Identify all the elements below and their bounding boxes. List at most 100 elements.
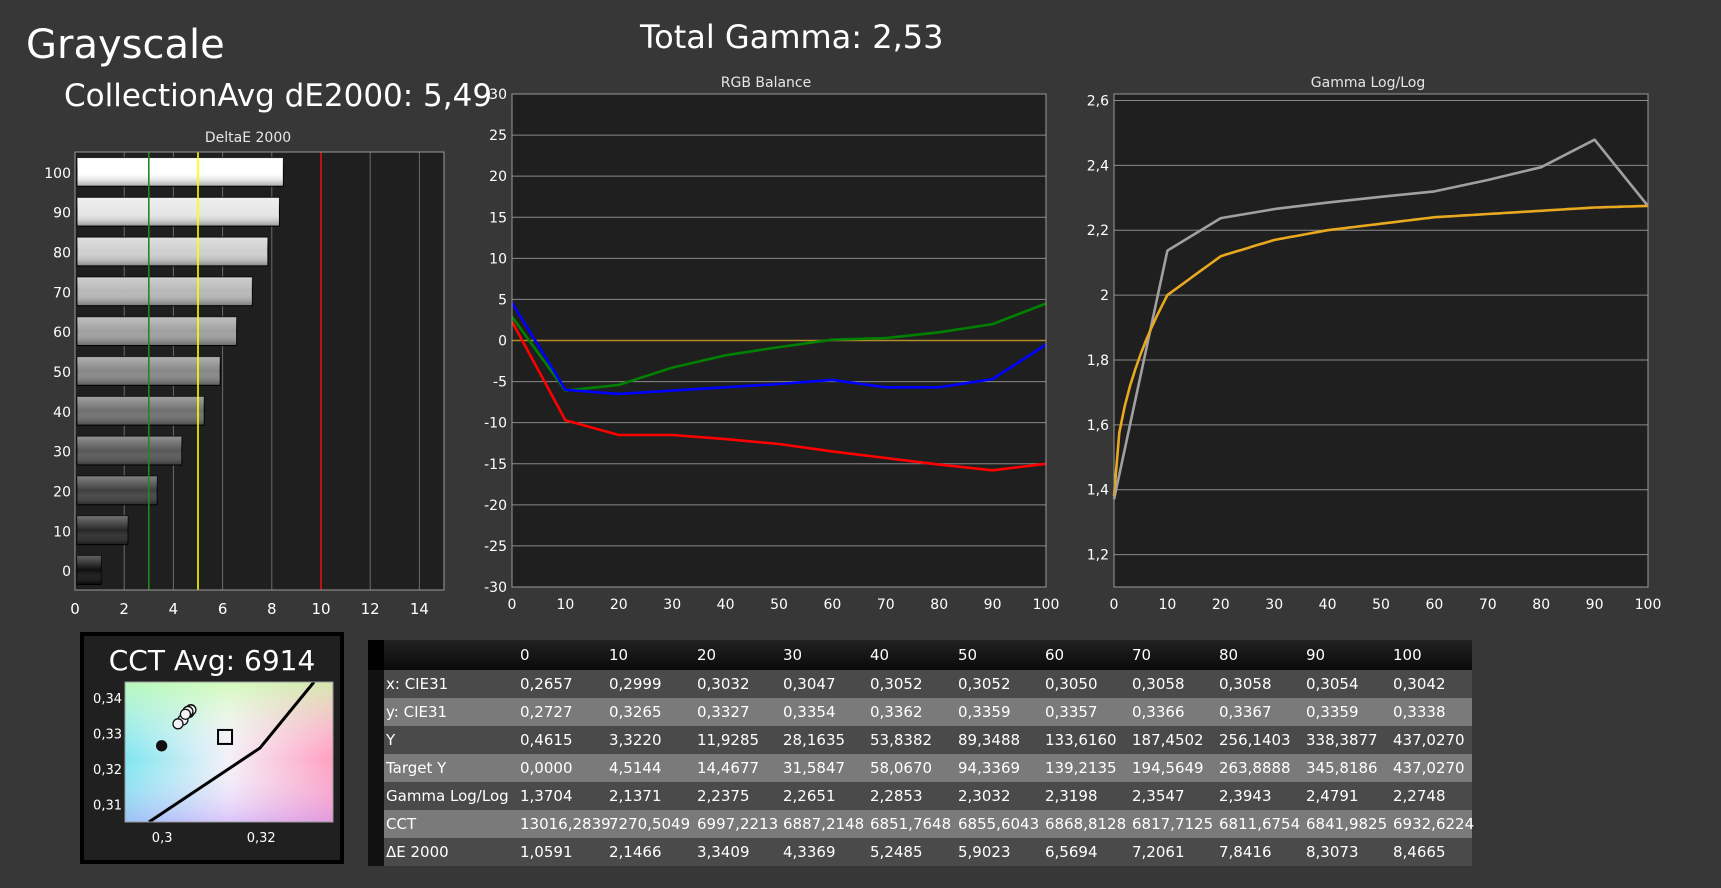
deltae-y-tick-label: 50 [53, 365, 71, 381]
table-cell: 8,4665 [1393, 843, 1446, 861]
table-cell: 5,2485 [870, 843, 923, 861]
cie-y-tick-label: 0,33 [93, 727, 122, 742]
gamma-x-tick-label: 40 [1319, 597, 1337, 613]
deltae-bar-shine [77, 316, 237, 346]
table-cell: 6841,9825 [1306, 815, 1388, 833]
table-row-label: Target Y [386, 759, 447, 777]
table-cell: 0,2999 [609, 675, 662, 693]
table-cell: 6855,6043 [958, 815, 1040, 833]
table-header-cell: 20 [697, 646, 717, 664]
table-cell: 1,0591 [520, 843, 573, 861]
deltae-y-tick-label: 20 [53, 484, 71, 500]
table-header-cell: 70 [1132, 646, 1152, 664]
table-cell: 2,1371 [609, 787, 662, 805]
rgb-y-tick-label: -10 [484, 416, 507, 432]
rgb-x-tick-label: 70 [877, 597, 895, 613]
deltae-x-tick-label: 12 [361, 600, 380, 616]
table-cell: 256,1403 [1219, 731, 1291, 749]
table-row-label: x: CIE31 [386, 675, 449, 693]
table-header-cell: 10 [609, 646, 629, 664]
rgb-series-line [510, 302, 1047, 396]
table-cell: 139,2135 [1045, 759, 1117, 777]
table-cell: 0,3050 [1045, 675, 1098, 693]
cie-y-tick-label: 0,31 [93, 798, 122, 813]
table-header-cell: 100 [1393, 646, 1422, 664]
table-cell: 6811,6754 [1219, 815, 1301, 833]
deltae-bar-shine [77, 396, 205, 426]
table-cell: 2,2748 [1393, 787, 1446, 805]
rgb-y-tick-label: -5 [493, 375, 507, 391]
rgb-x-tick-label: 40 [717, 597, 735, 613]
table-cell: 0,2727 [520, 703, 573, 721]
table-cell: 6,5694 [1045, 843, 1098, 861]
planckian-locus-line [148, 681, 316, 824]
table-header-cell: 80 [1219, 646, 1239, 664]
table-cell: 94,3369 [958, 759, 1021, 777]
table-row: x: CIE31 0,2657 0,2999 0,3032 0,3047 0,3052 0,… [368, 670, 1472, 698]
table-cell: 0,3042 [1393, 675, 1446, 693]
table-cell: 2,4791 [1306, 787, 1359, 805]
gamma-x-tick-label: 100 [1635, 597, 1662, 613]
gamma-plot-area [1114, 94, 1648, 587]
deltae-x-tick-label: 2 [119, 600, 129, 616]
gamma-x-tick-label: 70 [1479, 597, 1497, 613]
cie-target-marker [217, 728, 234, 745]
cie-point [179, 708, 192, 720]
table-cell: 0,0000 [520, 759, 573, 777]
gamma-x-tick-label: 50 [1372, 597, 1390, 613]
deltae-bar-shine [77, 237, 268, 266]
table-header-cell: 0 [520, 646, 530, 664]
deltae-bar-shine [77, 277, 253, 306]
collection-avg-label: CollectionAvg dE2000: 5,49 [64, 78, 493, 114]
table-cell: 0,3367 [1219, 703, 1272, 721]
table-cell: 0,3362 [870, 703, 923, 721]
table-cell: 0,2657 [520, 675, 573, 693]
rgb-x-tick-label: 60 [823, 597, 841, 613]
table-cell: 0,4615 [520, 731, 573, 749]
gamma-loglog-chart: Gamma Log/Log 2,6 2,4 2,2 2 1,8 1,6 1,4 1,2 0 10… [1087, 75, 1662, 613]
row-marker [368, 640, 384, 670]
gamma-y-tick-label: 2 [1100, 288, 1109, 304]
deltae-bar-shine [77, 157, 284, 187]
cct-avg-title: CCT Avg: 6914 [109, 644, 316, 677]
table-header-cell: 50 [958, 646, 978, 664]
table-cell: 0,3327 [697, 703, 750, 721]
rgb-x-tick-label: 100 [1033, 597, 1060, 613]
deltae-x-tick-label: 14 [410, 600, 429, 616]
table-cell: 187,4502 [1132, 731, 1204, 749]
table-cell: 0,3032 [697, 675, 750, 693]
gamma-x-tick-label: 80 [1532, 597, 1550, 613]
table-cell: 31,5847 [783, 759, 846, 777]
rgb-y-tick-label: 0 [498, 334, 507, 350]
table-header-cell: 60 [1045, 646, 1065, 664]
deltae-y-tick-label: 40 [53, 405, 71, 421]
table-cell: 4,3369 [783, 843, 836, 861]
table-cell: 0,3359 [958, 703, 1011, 721]
rgb-x-tick-label: 10 [556, 597, 574, 613]
table-cell: 13016,2839 [520, 815, 611, 833]
table-cell: 0,3058 [1219, 675, 1272, 693]
gamma-y-tick-label: 1,2 [1087, 548, 1109, 564]
table-cell: 6817,7125 [1132, 815, 1214, 833]
rgb-balance-chart: RGB Balance 302520151050-5-10-15-20-25-3… [484, 75, 1060, 613]
table-cell: 0,3366 [1132, 703, 1185, 721]
row-marker [368, 782, 384, 810]
row-marker [368, 810, 384, 838]
table-cell: 0,3354 [783, 703, 836, 721]
rgb-y-tick-label: -15 [484, 457, 507, 473]
gamma-y-tick-label: 2,4 [1087, 158, 1109, 174]
table-cell: 6997,2213 [697, 815, 779, 833]
table-header-cell: 30 [783, 646, 803, 664]
deltae-bar-shine [77, 476, 158, 505]
rgb-x-tick-label: 20 [610, 597, 628, 613]
gamma-x-tick-label: 10 [1158, 597, 1176, 613]
row-marker [368, 754, 384, 782]
table-row: Y 0,4615 3,3220 11,9285 28,1635 53,8382 89,348… [368, 726, 1472, 754]
table-row: Target Y 0,0000 4,5144 14,4677 31,5847 58,067… [368, 754, 1472, 782]
table-cell: 2,3198 [1045, 787, 1098, 805]
rgb-x-tick-label: 30 [663, 597, 681, 613]
table-row-label: y: CIE31 [386, 703, 448, 721]
table-cell: 0,3338 [1393, 703, 1446, 721]
rgb-series-line [510, 302, 1047, 392]
table-cell: 345,8186 [1306, 759, 1378, 777]
